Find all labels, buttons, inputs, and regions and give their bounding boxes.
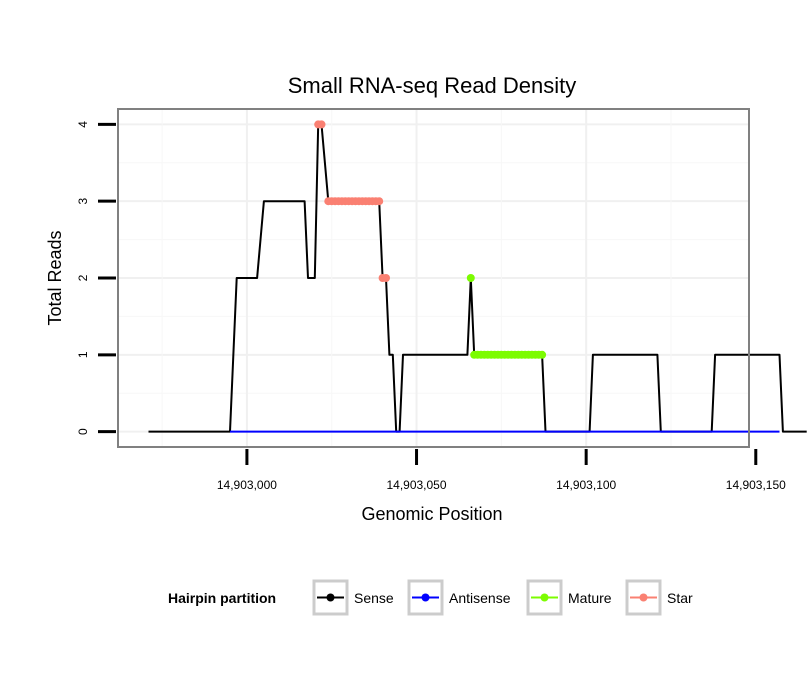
legend-label-mature: Mature <box>568 590 612 606</box>
y-tick-label: 0 <box>76 428 90 435</box>
legend-key-point <box>326 593 335 602</box>
x-axis-title: Genomic Position <box>361 504 502 524</box>
data-point-mature <box>538 350 547 359</box>
legend-label-star: Star <box>667 590 693 606</box>
legend-key-point <box>639 593 648 602</box>
legend: Hairpin partition Sense Antisense Mature St… <box>168 579 693 616</box>
x-tick-label: 14,903,000 <box>217 478 277 492</box>
data-point-mature <box>466 274 475 282</box>
legend-label-antisense: Antisense <box>449 590 511 606</box>
plot-border <box>117 108 750 448</box>
data-point-star <box>375 197 384 206</box>
y-tick-label: 4 <box>76 121 90 128</box>
legend-key-point <box>421 593 430 602</box>
data-point-star <box>317 120 326 129</box>
y-tick-label: 2 <box>76 274 90 281</box>
y-tick-label: 1 <box>76 351 90 358</box>
y-tick-label: 3 <box>76 198 90 205</box>
chart-title: Small RNA-seq Read Density <box>288 73 577 98</box>
x-tick-label: 14,903,050 <box>386 478 446 492</box>
legend-label-sense: Sense <box>354 590 394 606</box>
x-tick-label: 14,903,100 <box>556 478 616 492</box>
y-axis-title: Total Reads <box>45 230 65 325</box>
x-tick-label: 14,903,150 <box>726 478 786 492</box>
legend-title: Hairpin partition <box>168 590 276 606</box>
legend-key-point <box>540 593 549 602</box>
data-point-star <box>382 274 390 282</box>
